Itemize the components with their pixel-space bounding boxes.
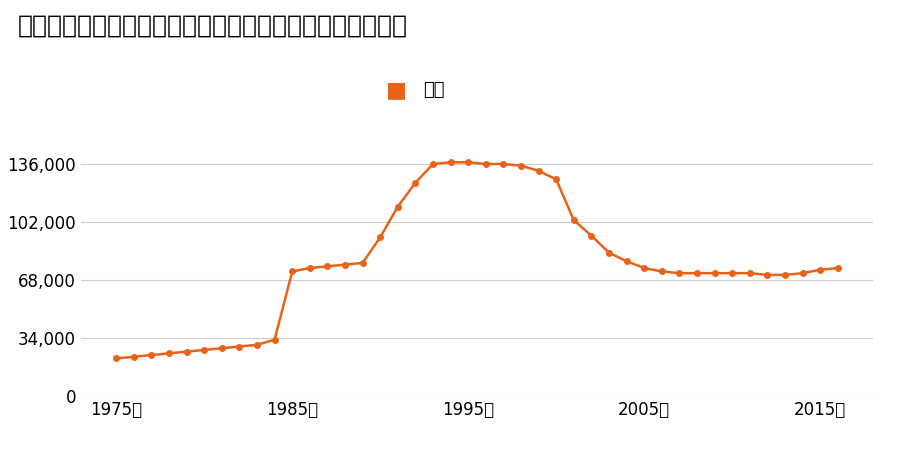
Text: 価格: 価格 — [423, 81, 445, 99]
Text: ■: ■ — [385, 80, 407, 100]
Text: 福岡県福岡市南区大字下日佐字屋敷前６４番４の地価推移: 福岡県福岡市南区大字下日佐字屋敷前６４番４の地価推移 — [18, 14, 408, 37]
